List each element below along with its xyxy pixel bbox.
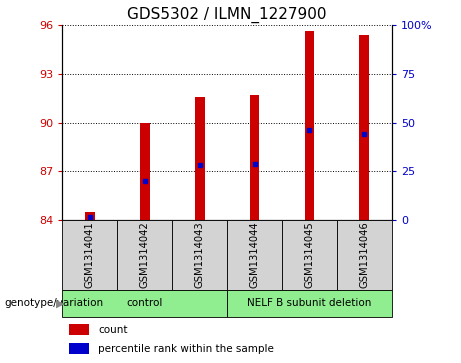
Text: GSM1314044: GSM1314044 (249, 222, 260, 288)
Text: GSM1314041: GSM1314041 (85, 222, 95, 288)
Bar (117, 220, 172, 290)
Text: ▶: ▶ (56, 298, 65, 309)
Text: GSM1314046: GSM1314046 (360, 222, 369, 288)
Bar (249, 95, 260, 220)
Title: GDS5302 / ILMN_1227900: GDS5302 / ILMN_1227900 (127, 7, 327, 23)
Text: percentile rank within the sample: percentile rank within the sample (99, 344, 274, 354)
Bar (62, 290, 227, 317)
Text: genotype/variation: genotype/variation (5, 298, 104, 309)
Bar (305, 31, 314, 220)
Text: GSM1314045: GSM1314045 (304, 222, 314, 288)
Bar (62, 220, 117, 290)
Bar (140, 123, 149, 220)
Bar (227, 290, 392, 317)
Bar (227, 220, 282, 290)
Bar (172, 220, 227, 290)
Text: GSM1314043: GSM1314043 (195, 222, 205, 288)
Bar (337, 220, 392, 290)
Bar (360, 35, 369, 220)
Bar (85, 212, 95, 220)
Bar (69, 343, 89, 354)
Bar (69, 324, 89, 335)
Text: count: count (99, 325, 128, 335)
Text: GSM1314042: GSM1314042 (140, 222, 150, 288)
Bar (282, 220, 337, 290)
Text: NELF B subunit deletion: NELF B subunit deletion (247, 298, 372, 309)
Text: control: control (126, 298, 163, 309)
Bar (195, 97, 205, 220)
